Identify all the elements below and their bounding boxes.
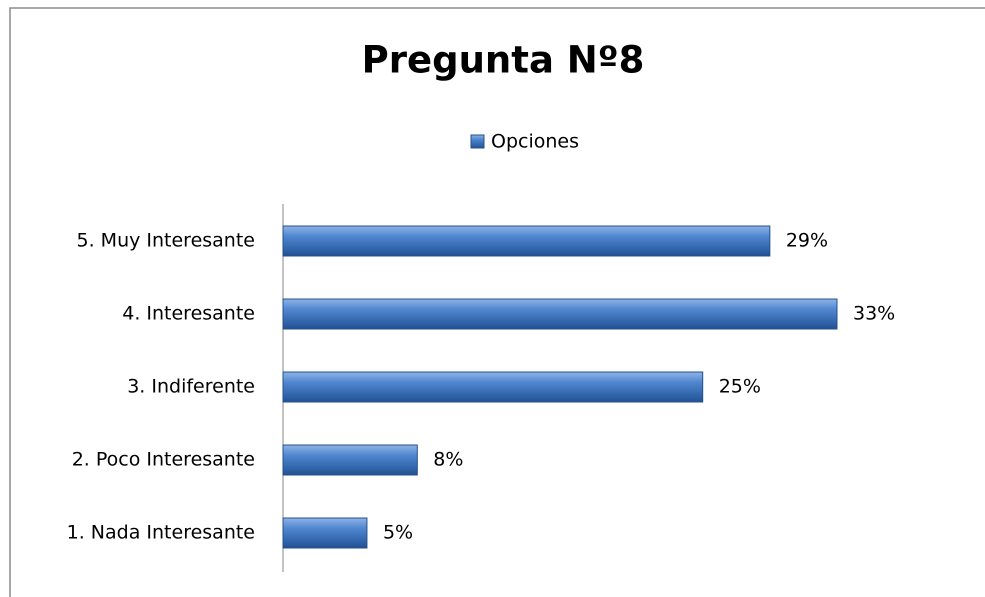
bar: [282, 371, 704, 403]
data-label: 8%: [433, 449, 463, 471]
y-tick-label: 1. Nada Interesante: [67, 522, 255, 544]
legend-swatch: [470, 134, 485, 149]
y-tick-label: 2. Poco Interesante: [72, 449, 255, 471]
chart-title: Pregunta Nº8: [362, 39, 645, 82]
legend-label: Opciones: [491, 131, 579, 153]
bar: [282, 225, 771, 257]
y-tick-label: 4. Interesante: [122, 303, 255, 325]
data-label: 33%: [853, 303, 895, 325]
data-label: 29%: [786, 230, 828, 252]
data-label: 5%: [383, 522, 413, 544]
y-tick-label: 5. Muy Interesante: [77, 230, 255, 252]
y-tick-label: 3. Indiferente: [127, 376, 255, 398]
bar: [282, 444, 418, 476]
bar: [282, 517, 368, 549]
data-label: 25%: [719, 376, 761, 398]
bar: [282, 298, 838, 330]
